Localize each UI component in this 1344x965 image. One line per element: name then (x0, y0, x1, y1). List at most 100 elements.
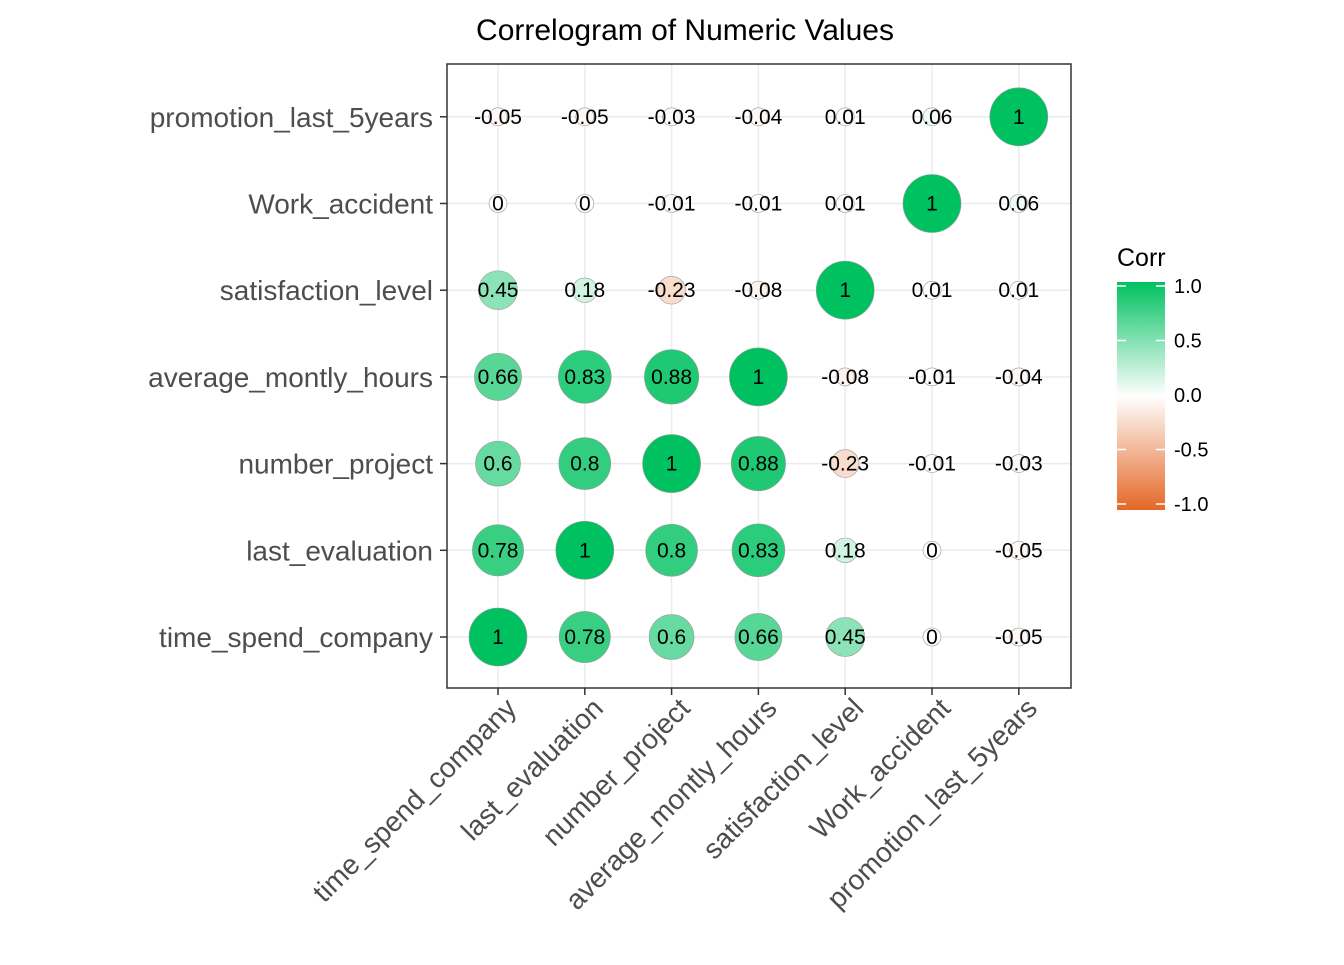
corr-value-label: 0.18 (564, 279, 605, 302)
x-axis: time_spend_companylast_evaluationnumber_… (307, 688, 1043, 916)
corr-circle (730, 436, 786, 492)
corr-circle (575, 107, 595, 127)
corr-value-label: 0.88 (738, 453, 779, 476)
corr-circle (835, 367, 855, 387)
corr-value-label: 0.88 (651, 366, 692, 389)
corr-circle (1009, 627, 1029, 647)
corr-value-label: 0.06 (912, 106, 953, 129)
corr-value-label: -0.01 (648, 193, 696, 216)
corr-circle (749, 107, 768, 127)
corr-value-label: 0.01 (825, 106, 866, 129)
corr-value-label: 0.8 (570, 453, 599, 476)
corr-circle (648, 614, 695, 660)
corr-value-label: -0.03 (995, 453, 1043, 476)
corr-value-label: 0 (926, 626, 938, 649)
corr-circle (731, 523, 786, 578)
corr-circle (555, 520, 615, 580)
corr-circle (644, 349, 700, 405)
corr-value-label: -0.05 (995, 626, 1043, 649)
corr-value-label: 0.06 (998, 193, 1039, 216)
corr-circle (922, 367, 942, 387)
corr-value-label: 1 (666, 453, 678, 476)
corr-value-label: -0.05 (474, 106, 522, 129)
corr-value-label: -0.23 (821, 453, 869, 476)
legend-ticks: 1.0 0.5 0.0 -0.5 -1.0 (1117, 276, 1208, 516)
corr-circle (729, 347, 788, 407)
corr-value-label: -0.03 (648, 106, 696, 129)
corr-circle (488, 107, 508, 127)
corr-value-label: -0.08 (821, 366, 869, 389)
corr-value-label: -0.08 (734, 279, 782, 302)
corr-circle (645, 524, 698, 577)
chart-title: Correlogram of Numeric Values (476, 14, 894, 47)
corr-circle (475, 440, 521, 487)
corr-circle (832, 537, 858, 563)
corr-value-label: 0.78 (564, 626, 605, 649)
corr-circle (922, 540, 942, 560)
corr-value-label: 1 (839, 279, 851, 302)
y-tick-label: promotion_last_5years (150, 102, 433, 133)
corr-value-label: 0 (926, 539, 938, 562)
corr-value-label: -0.04 (734, 106, 782, 129)
corr-value-label: -0.01 (734, 193, 782, 216)
y-tick-label: average_montly_hours (148, 362, 433, 393)
corr-circle (558, 611, 611, 663)
corr-circle (922, 454, 942, 473)
legend-tick-label: 0.5 (1174, 331, 1202, 353)
corr-circle (922, 627, 942, 647)
corr-circle (468, 607, 528, 667)
corr-circle (478, 270, 518, 310)
y-tick-label: time_spend_company (159, 622, 433, 653)
corr-value-label: 1 (753, 366, 765, 389)
legend-tick-label: -1.0 (1174, 494, 1208, 516)
corr-circle (657, 275, 686, 305)
corr-value-label: 0.6 (483, 453, 512, 476)
corr-circle (662, 107, 681, 127)
corr-circle (1009, 454, 1029, 473)
corr-circle (474, 353, 522, 401)
corr-value-label: -0.05 (995, 539, 1043, 562)
corr-value-label: 1 (926, 193, 938, 216)
corr-circle (1009, 540, 1029, 560)
corr-circle (749, 194, 768, 213)
corr-value-label: 0.45 (825, 626, 866, 649)
corr-circle (989, 87, 1049, 147)
color-legend: Corr 1.0 0.5 0.0 -0.5 -1.0 (1117, 244, 1208, 516)
corr-circle (1009, 194, 1029, 213)
y-tick-label: number_project (238, 449, 433, 480)
corr-value-label: 1 (579, 539, 591, 562)
plot-panel: 1 0.78 0.6 0.66 0.45 0 -0.05 0.78 1 0.8 0.83 0.18 0 -… (446, 63, 1072, 689)
y-tick-label: Work_accident (248, 189, 433, 220)
corr-circle (922, 107, 942, 127)
y-axis: time_spend_company last_evaluation number_… (148, 102, 447, 653)
corr-circle (642, 434, 701, 493)
corr-value-label: 0.78 (478, 539, 519, 562)
y-tick-label: last_evaluation (246, 535, 433, 566)
corr-value-label: 0.18 (825, 539, 866, 562)
corr-value-label: 1 (492, 626, 504, 649)
corr-value-label: -0.04 (995, 366, 1043, 389)
x-tick-label: satisfaction_level (697, 692, 870, 865)
corr-value-label: 0 (579, 193, 591, 216)
legend-tick-label: -0.5 (1174, 440, 1208, 462)
corr-circle (815, 260, 875, 320)
corr-value-label: 0.01 (998, 279, 1039, 302)
corr-value-label: 0.83 (738, 539, 779, 562)
corr-value-label: 0.01 (825, 193, 866, 216)
corr-value-label: 0.01 (912, 279, 953, 302)
corr-circle (835, 107, 855, 127)
corr-circle (575, 194, 595, 213)
corr-circle (472, 524, 524, 577)
legend-title: Corr (1117, 244, 1166, 272)
legend-tick-label: 1.0 (1174, 276, 1202, 298)
corr-value-label: 0.66 (738, 626, 779, 649)
corr-value-label: 0.45 (478, 279, 519, 302)
corr-circle (922, 280, 942, 300)
corr-circle (1009, 367, 1029, 387)
legend-tick-label: 0.0 (1174, 385, 1202, 407)
corr-circle (835, 194, 855, 213)
corr-circle (830, 449, 860, 478)
corr-circle (734, 613, 783, 661)
